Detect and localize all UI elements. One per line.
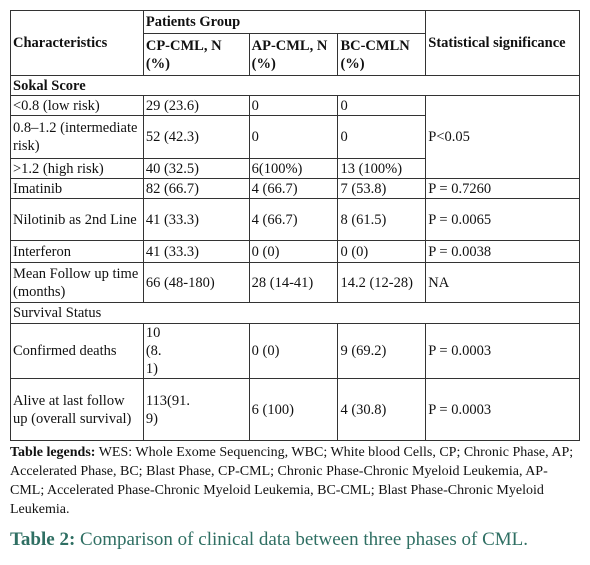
header-cell: Characteristics bbox=[10, 10, 144, 76]
data-table: Characteristics Patients Group Statistic… bbox=[10, 10, 580, 441]
cell: 41 (33.3) bbox=[142, 240, 250, 263]
cell: 13 (100%) bbox=[337, 158, 427, 179]
cell: Imatinib bbox=[10, 178, 144, 199]
legend-label: Table legends: bbox=[10, 445, 96, 460]
cell: <0.8 (low risk) bbox=[10, 95, 144, 116]
table-caption: Table 2: Comparison of clinical data bet… bbox=[10, 527, 580, 552]
cell: 14.2 (12-28) bbox=[337, 262, 427, 303]
cell: 113(91.9) bbox=[142, 378, 250, 441]
cell: 7 (53.8) bbox=[337, 178, 427, 199]
header-cell: Statistical significance bbox=[425, 10, 580, 76]
cell: Mean Follow up time (months) bbox=[10, 262, 144, 303]
cell: Nilotinib as 2nd Line bbox=[10, 198, 144, 241]
cell: 52 (42.3) bbox=[142, 115, 250, 159]
cell: P<0.05 bbox=[425, 95, 580, 179]
cell: 4 (66.7) bbox=[248, 198, 339, 241]
cell: 0 (0) bbox=[337, 240, 427, 263]
cell: 41 (33.3) bbox=[142, 198, 250, 241]
cell-text: 113(91.9) bbox=[145, 392, 191, 427]
cell: 6 (100) bbox=[248, 378, 339, 441]
cell: 82 (66.7) bbox=[142, 178, 250, 199]
cell: 28 (14-41) bbox=[248, 262, 339, 303]
cell: 0 bbox=[248, 95, 339, 116]
cell: Confirmed deaths bbox=[10, 323, 144, 379]
legend-text: WES: Whole Exome Sequencing, WBC; White … bbox=[10, 445, 574, 517]
caption-label: Table 2: bbox=[10, 529, 76, 550]
cell: 66 (48-180) bbox=[142, 262, 250, 303]
caption-text: Comparison of clinical data between thre… bbox=[80, 529, 528, 550]
section-cell: Sokal Score bbox=[10, 75, 580, 96]
cell: 29 (23.6) bbox=[142, 95, 250, 116]
cell: 0.8–1.2 (intermediate risk) bbox=[10, 115, 144, 159]
cell: >1.2 (high risk) bbox=[10, 158, 144, 179]
cell: 0 (0) bbox=[248, 240, 339, 263]
cell: 0 bbox=[248, 115, 339, 159]
cell: P = 0.0065 bbox=[425, 198, 580, 241]
cell: Alive at last follow up (overall surviva… bbox=[10, 378, 144, 441]
cell: 9 (69.2) bbox=[337, 323, 427, 379]
cell: 10 (8.1) bbox=[142, 323, 250, 379]
section-cell: Survival Status bbox=[10, 302, 580, 324]
cell: 40 (32.5) bbox=[142, 158, 250, 179]
cell: 0 bbox=[337, 95, 427, 116]
cell: P = 0.7260 bbox=[425, 178, 580, 199]
cell: 4 (30.8) bbox=[337, 378, 427, 441]
header-cell: Patients Group bbox=[142, 10, 427, 34]
cell: 0 bbox=[337, 115, 427, 159]
cell: Interferon bbox=[10, 240, 144, 263]
header-cell: AP-CML, N (%) bbox=[248, 33, 339, 76]
header-cell: CP-CML, N (%) bbox=[142, 33, 250, 76]
cell-text: 10 (8.1) bbox=[145, 325, 162, 377]
cell: 6(100%) bbox=[248, 158, 339, 179]
cell: P = 0.0003 bbox=[425, 378, 580, 441]
cell: NA bbox=[425, 262, 580, 303]
cell: 4 (66.7) bbox=[248, 178, 339, 199]
table-legend: Table legends: WES: Whole Exome Sequenci… bbox=[10, 443, 580, 519]
page: Characteristics Patients Group Statistic… bbox=[10, 10, 580, 552]
cell: P = 0.0003 bbox=[425, 323, 580, 379]
cell: 0 (0) bbox=[248, 323, 339, 379]
header-cell: BC-CMLN (%) bbox=[337, 33, 427, 76]
cell: 8 (61.5) bbox=[337, 198, 427, 241]
cell: P = 0.0038 bbox=[425, 240, 580, 263]
